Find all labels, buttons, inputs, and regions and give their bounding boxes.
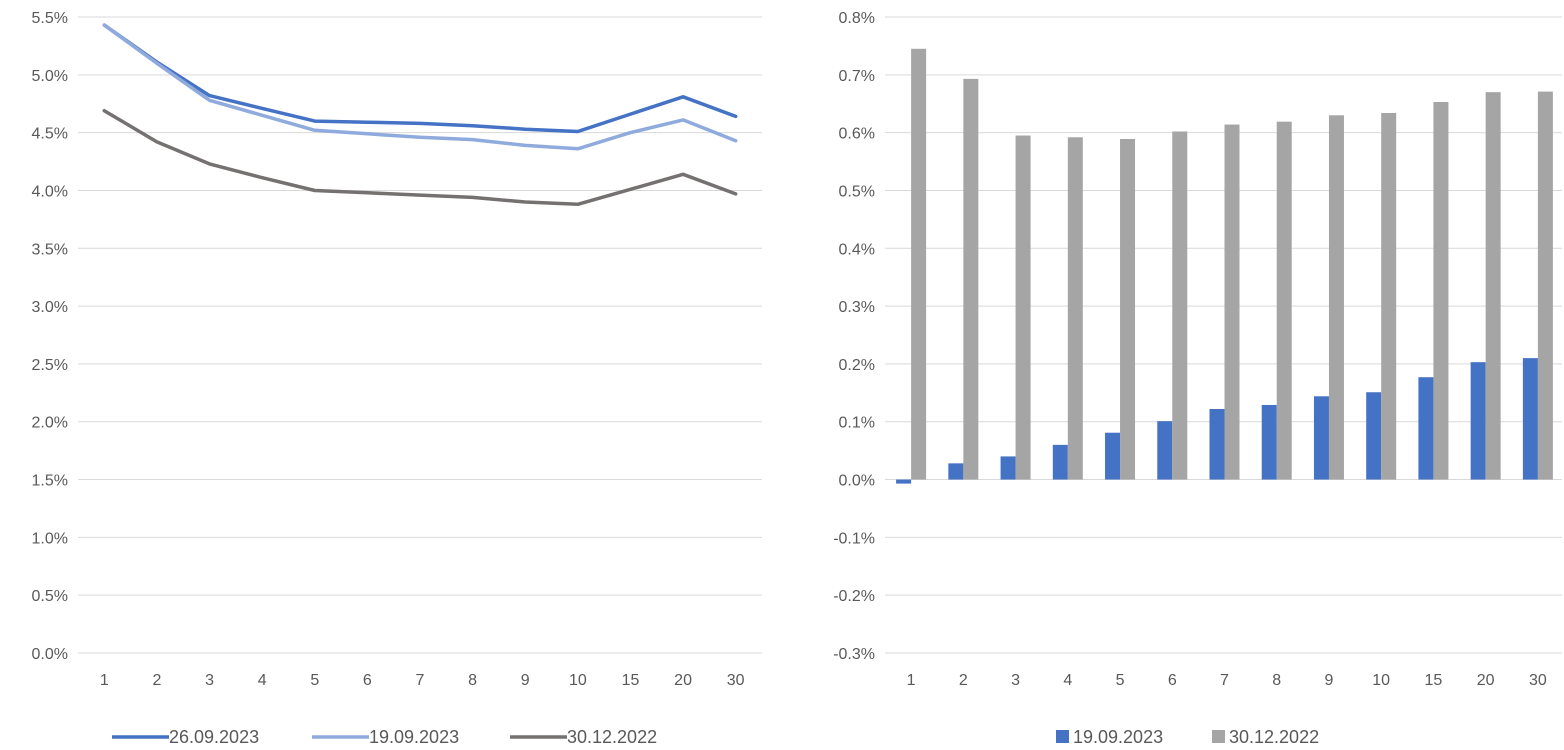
bar-gray <box>1381 112 1397 480</box>
series-line-2 <box>102 108 738 207</box>
bar-blue <box>1522 358 1538 480</box>
y-tick-label: 0.2% <box>839 357 875 374</box>
x-tick-label: 1 <box>100 672 109 689</box>
bar-blue <box>948 463 964 480</box>
legend-label: 19.09.2023 <box>1073 727 1163 747</box>
bar-blue <box>1157 421 1173 480</box>
bar-gray <box>1537 91 1553 480</box>
x-tick-label: 6 <box>363 672 372 689</box>
bar-blue <box>1105 432 1121 480</box>
bar-gray <box>963 78 979 480</box>
x-tick-label: 5 <box>310 672 319 689</box>
y-tick-label: 0.0% <box>839 473 875 490</box>
bar-blue <box>1209 409 1225 480</box>
x-tick-label: 8 <box>1272 672 1281 689</box>
x-tick-label: 3 <box>205 672 214 689</box>
y-tick-label: 0.5% <box>839 183 875 200</box>
x-tick-label: 20 <box>674 672 692 689</box>
y-tick-label: 0.1% <box>839 415 875 432</box>
bar-blue <box>1000 456 1016 480</box>
bar-gray <box>1067 137 1083 480</box>
x-tick-label: 10 <box>1372 672 1390 689</box>
bar-gray <box>1120 138 1136 480</box>
y-tick-label: -0.2% <box>833 588 875 605</box>
x-tick-label: 7 <box>416 672 425 689</box>
x-tick-label: 8 <box>468 672 477 689</box>
y-tick-label: 0.4% <box>839 241 875 258</box>
y-tick-label: -0.1% <box>833 530 875 547</box>
y-tick-label: 3.5% <box>32 241 68 258</box>
bar-gray <box>1224 124 1240 480</box>
y-tick-label: 3.0% <box>32 299 68 316</box>
y-tick-label: 4.0% <box>32 183 68 200</box>
bar-gray <box>1328 115 1344 480</box>
x-tick-label: 7 <box>1220 672 1229 689</box>
x-tick-label: 15 <box>1425 672 1443 689</box>
bar-gray <box>1433 101 1449 480</box>
yield-change-bar-chart: -0.3% -0.2% -0.1% 0.0% 0.1% 0.2% 0.3% 0.4% 0.5% 0… <box>833 10 1562 747</box>
x-tick-label: 1 <box>907 672 916 689</box>
x-tick-label: 30 <box>727 672 745 689</box>
y-tick-label: 2.5% <box>32 357 68 374</box>
yield-curve-line-chart: 0.0% 0.5% 1.0% 1.5% 2.0% 2.5% 3.0% 3.5% 4.0% 4.5%… <box>32 10 762 747</box>
y-tick-label: 0.5% <box>32 588 68 605</box>
x-tick-label: 9 <box>521 672 530 689</box>
x-tick-label: 20 <box>1477 672 1495 689</box>
bar-blue <box>1261 404 1277 480</box>
x-tick-label: 4 <box>258 672 267 689</box>
y-tick-label: 5.5% <box>32 10 68 27</box>
x-tick-label: 15 <box>622 672 640 689</box>
bar-blue <box>1052 444 1068 480</box>
legend-label: 30.12.2022 <box>1229 727 1319 747</box>
y-tick-label: 0.3% <box>839 299 875 316</box>
bar-gray <box>1015 135 1031 480</box>
legend-swatch <box>1056 730 1069 743</box>
x-tick-label: 9 <box>1325 672 1334 689</box>
x-tick-label: 5 <box>1116 672 1125 689</box>
y-tick-label: 5.0% <box>32 68 68 85</box>
y-tick-label: 1.0% <box>32 530 68 547</box>
x-tick-label: 2 <box>959 672 968 689</box>
y-tick-label: 4.5% <box>32 126 68 143</box>
legend-swatch <box>1212 730 1225 743</box>
bar-gray <box>911 48 927 480</box>
x-tick-label: 30 <box>1529 672 1547 689</box>
y-tick-label: 0.7% <box>839 68 875 85</box>
bar-blue <box>896 479 912 484</box>
y-tick-label: 2.0% <box>32 415 68 432</box>
y-tick-label: 1.5% <box>32 473 68 490</box>
bar-gray <box>1276 121 1292 480</box>
legend-label: 19.09.2023 <box>369 727 459 747</box>
x-tick-label: 2 <box>152 672 161 689</box>
bar-blue <box>1366 392 1382 480</box>
y-tick-label: -0.3% <box>833 646 875 663</box>
bar-gray <box>1485 92 1501 480</box>
x-tick-label: 6 <box>1168 672 1177 689</box>
bar-blue <box>1418 377 1434 480</box>
x-tick-label: 3 <box>1011 672 1020 689</box>
y-tick-label: 0.8% <box>839 10 875 27</box>
x-tick-label: 10 <box>569 672 587 689</box>
bar-blue <box>1470 362 1486 480</box>
series-line-1 <box>102 23 738 151</box>
series-line-0 <box>102 23 738 134</box>
y-tick-label: 0.6% <box>839 126 875 143</box>
legend-label: 30.12.2022 <box>567 727 657 747</box>
bar-blue <box>1313 396 1329 480</box>
x-tick-label: 4 <box>1063 672 1072 689</box>
legend-label: 26.09.2023 <box>169 727 259 747</box>
bar-gray <box>1172 131 1188 480</box>
y-tick-label: 0.0% <box>32 646 68 663</box>
